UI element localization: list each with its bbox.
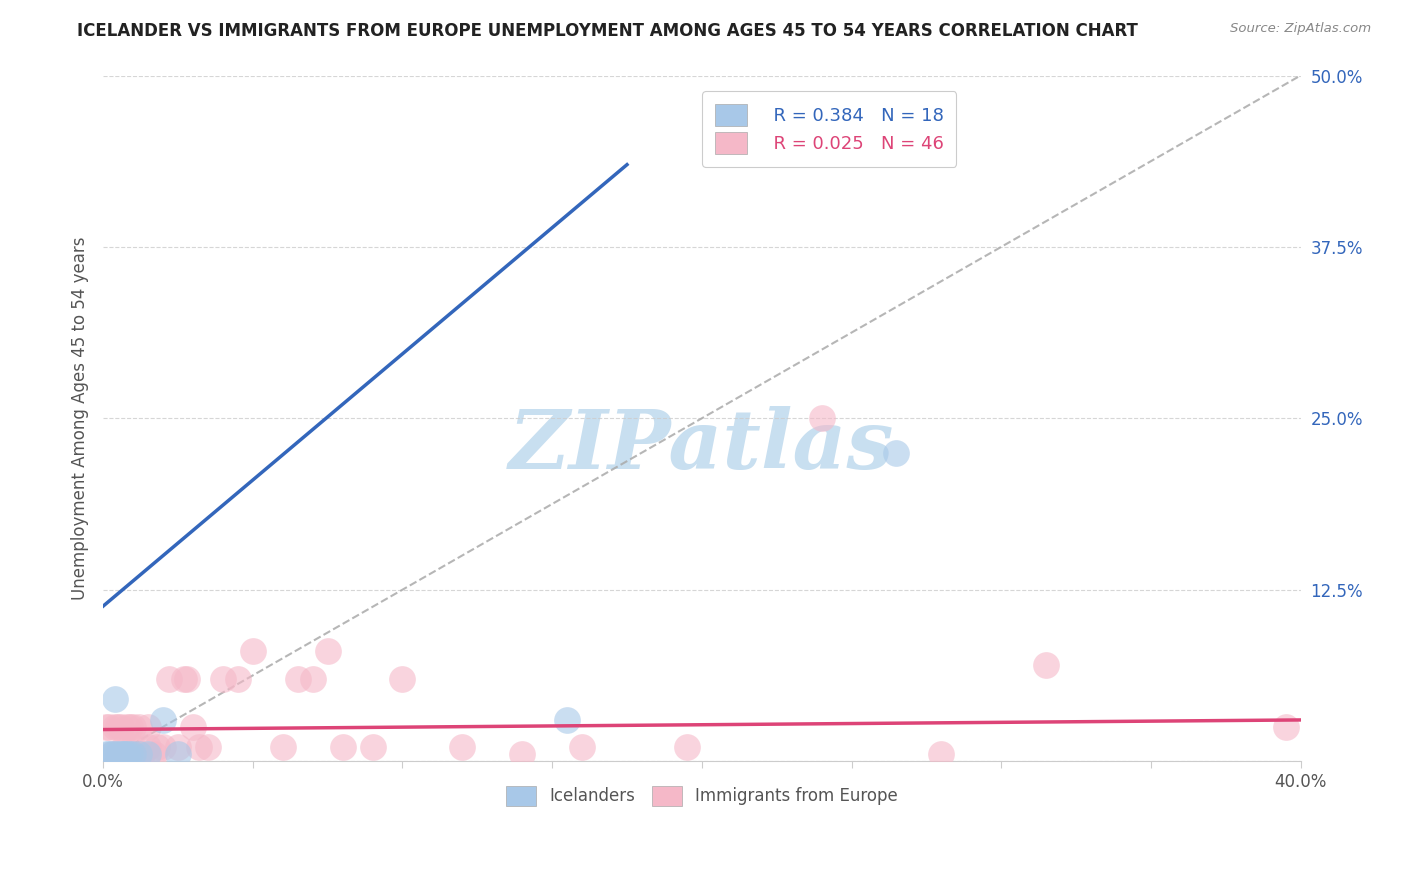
Point (110, 747, 132, 762)
Point (122, 747, 145, 762)
Point (242, 644, 264, 658)
Point (167, 747, 190, 762)
Point (107, 747, 129, 762)
Point (101, 747, 124, 762)
Point (146, 740, 169, 755)
Point (152, 713, 174, 727)
Point (120, 747, 142, 762)
Point (226, 672, 249, 686)
Point (136, 720, 159, 734)
Point (136, 740, 159, 755)
Point (110, 720, 132, 734)
Point (676, 740, 699, 755)
Point (212, 672, 235, 686)
Point (571, 740, 593, 755)
Point (167, 740, 190, 755)
Point (122, 747, 145, 762)
Point (98, 747, 121, 762)
Text: ICELANDER VS IMMIGRANTS FROM EUROPE UNEMPLOYMENT AMONG AGES 45 TO 54 YEARS CORRE: ICELANDER VS IMMIGRANTS FROM EUROPE UNEM… (77, 22, 1139, 40)
Legend: Icelanders, Immigrants from Europe: Icelanders, Immigrants from Europe (498, 778, 905, 814)
Text: ZIPatlas: ZIPatlas (509, 406, 894, 486)
Text: Source: ZipAtlas.com: Source: ZipAtlas.com (1230, 22, 1371, 36)
Point (104, 747, 127, 762)
Point (112, 740, 135, 755)
Point (101, 747, 124, 762)
Point (287, 672, 309, 686)
Y-axis label: Unemployment Among Ages 45 to 54 years: Unemployment Among Ages 45 to 54 years (72, 236, 89, 600)
Point (187, 740, 209, 755)
Point (173, 672, 195, 686)
Point (115, 747, 138, 762)
Point (391, 672, 413, 686)
Point (122, 740, 145, 755)
Point (332, 740, 354, 755)
Point (112, 747, 135, 762)
Point (1035, 658, 1057, 673)
Point (886, 445, 908, 459)
Point (176, 672, 198, 686)
Point (115, 747, 138, 762)
Point (361, 740, 384, 755)
Point (271, 740, 294, 755)
Point (94, 747, 117, 762)
Point (104, 692, 127, 706)
Point (115, 720, 138, 734)
Point (94, 720, 117, 734)
Point (157, 672, 180, 686)
Point (107, 747, 129, 762)
Point (316, 644, 339, 658)
Point (112, 747, 135, 762)
Point (929, 747, 952, 762)
Point (107, 720, 129, 734)
Point (181, 720, 204, 734)
Point (131, 747, 153, 762)
Point (98, 720, 121, 734)
Point (555, 713, 578, 727)
Point (122, 720, 145, 734)
Point (810, 411, 832, 425)
Point (143, 747, 166, 762)
Point (1274, 720, 1296, 734)
Point (128, 720, 150, 734)
Point (152, 740, 174, 755)
Point (104, 720, 127, 734)
Point (128, 747, 150, 762)
Point (451, 740, 474, 755)
Point (136, 747, 159, 762)
Point (301, 672, 323, 686)
Point (197, 740, 219, 755)
Point (120, 720, 142, 734)
Point (510, 747, 533, 762)
